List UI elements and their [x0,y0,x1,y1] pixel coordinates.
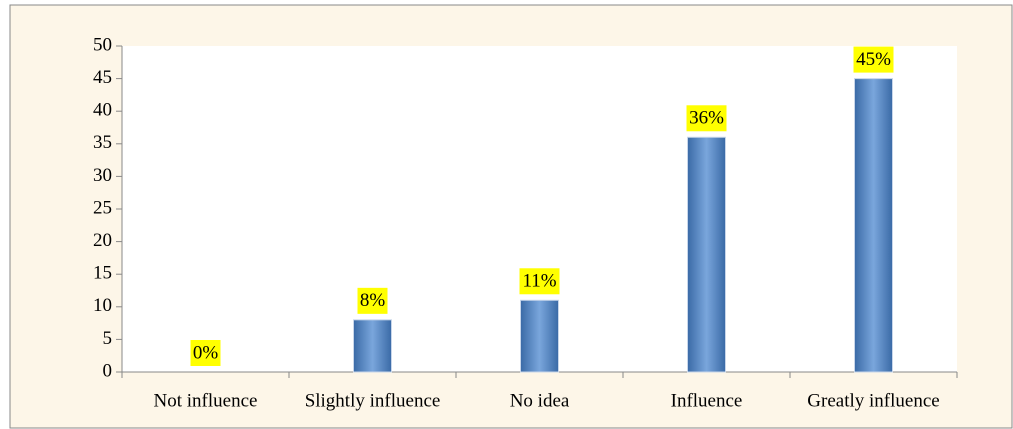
bar [687,136,726,373]
data-label-box [190,340,221,366]
x-tick-label: Influence [671,390,743,411]
y-tick-label: 5 [103,328,113,349]
bar [854,78,893,373]
x-tick-label: Slightly influence [305,390,441,411]
x-tick-label: Greatly influence [807,390,939,411]
data-label: 45% [856,49,891,70]
data-label-box [853,46,894,73]
y-tick-label: 20 [93,230,112,251]
bar [520,299,559,373]
data-label: 8% [360,290,386,311]
y-tick-label: 40 [93,100,112,121]
x-tick-label: Not influence [154,390,258,411]
data-label: 11% [522,271,556,292]
y-tick-label: 10 [93,295,112,316]
data-label: 36% [689,108,724,129]
y-tick-label: 50 [93,34,112,55]
y-tick-label: 30 [93,165,112,186]
y-tick-label: 35 [93,132,112,153]
y-tick-label: 25 [93,197,112,218]
data-label-box [686,105,727,132]
y-tick-label: 15 [93,263,112,284]
x-tick-label: No idea [510,390,570,411]
y-tick-label: 45 [93,67,112,88]
data-label: 0% [193,342,219,363]
data-label-box [357,287,388,314]
data-label-box [519,268,560,295]
bar [353,319,392,373]
y-tick-label: 0 [103,360,113,381]
